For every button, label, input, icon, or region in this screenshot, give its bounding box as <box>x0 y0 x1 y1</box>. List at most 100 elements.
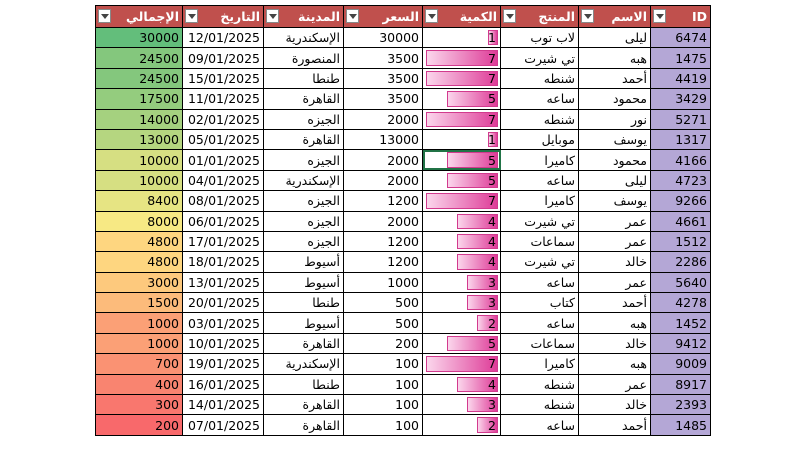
cell[interactable]: يوسف <box>578 128 651 151</box>
cell[interactable]: الجيزه <box>263 210 344 232</box>
cell[interactable]: الإسكندرية <box>263 169 344 192</box>
filter-button[interactable] <box>185 9 198 23</box>
cell[interactable]: ساعه <box>500 271 579 294</box>
id-cell[interactable]: 5271 <box>650 108 711 130</box>
cell[interactable]: القاهرة <box>263 394 344 416</box>
cell[interactable]: كاميرا <box>500 190 579 212</box>
cell[interactable]: الجيزه <box>263 149 344 171</box>
total-cell[interactable]: 8400 <box>95 190 183 212</box>
cell[interactable]: القاهرة <box>263 88 344 110</box>
total-cell[interactable]: 3000 <box>95 271 183 294</box>
cell[interactable]: خالد <box>578 332 651 355</box>
cell[interactable]: 200 <box>343 332 423 355</box>
cell[interactable]: أحمد <box>578 292 651 314</box>
cell[interactable]: خالد <box>578 394 651 416</box>
cell[interactable]: 13000 <box>343 128 423 151</box>
cell[interactable]: 30000 <box>343 26 423 49</box>
cell[interactable]: 1000 <box>343 271 423 294</box>
id-cell[interactable]: 4419 <box>650 67 711 90</box>
total-cell[interactable]: 200 <box>95 414 183 436</box>
quantity-cell[interactable]: 5 <box>422 149 501 171</box>
cell[interactable]: القاهرة <box>263 414 344 436</box>
cell[interactable]: ساعه <box>500 312 579 334</box>
id-cell[interactable]: 9266 <box>650 190 711 212</box>
id-cell[interactable]: 2286 <box>650 251 711 273</box>
cell[interactable]: الإسكندرية <box>263 353 344 375</box>
filter-button[interactable] <box>653 9 666 23</box>
cell[interactable]: الجيزه <box>263 190 344 212</box>
cell[interactable]: 16/01/2025 <box>182 373 264 396</box>
id-cell[interactable]: 1485 <box>650 414 711 436</box>
cell[interactable]: 100 <box>343 353 423 375</box>
id-cell[interactable]: 5640 <box>650 271 711 294</box>
quantity-cell[interactable]: 7 <box>422 353 501 375</box>
cell[interactable]: أسيوط <box>263 271 344 294</box>
cell[interactable]: 500 <box>343 312 423 334</box>
quantity-cell[interactable]: 4 <box>422 373 501 396</box>
cell[interactable]: شنطه <box>500 373 579 396</box>
quantity-cell[interactable]: 7 <box>422 47 501 69</box>
cell[interactable]: تي شيرت <box>500 47 579 69</box>
filter-button[interactable] <box>425 9 438 23</box>
cell[interactable]: 10/01/2025 <box>182 332 264 355</box>
cell[interactable]: القاهرة <box>263 332 344 355</box>
cell[interactable]: طنطا <box>263 373 344 396</box>
cell[interactable]: 20/01/2025 <box>182 292 264 314</box>
total-cell[interactable]: 13000 <box>95 128 183 151</box>
quantity-cell[interactable]: 1 <box>422 26 501 49</box>
quantity-cell[interactable]: 1 <box>422 128 501 151</box>
id-cell[interactable]: 6474 <box>650 26 711 49</box>
id-cell[interactable]: 4166 <box>650 149 711 171</box>
quantity-cell[interactable]: 4 <box>422 251 501 273</box>
total-cell[interactable]: 400 <box>95 373 183 396</box>
cell[interactable]: القاهرة <box>263 128 344 151</box>
cell[interactable]: 3500 <box>343 88 423 110</box>
cell[interactable]: تي شيرت <box>500 210 579 232</box>
id-cell[interactable]: 1475 <box>650 47 711 69</box>
quantity-cell[interactable]: 3 <box>422 271 501 294</box>
cell[interactable]: عمر <box>578 373 651 396</box>
id-cell[interactable]: 4278 <box>650 292 711 314</box>
cell[interactable]: 2000 <box>343 149 423 171</box>
total-cell[interactable]: 4800 <box>95 230 183 253</box>
cell[interactable]: 09/01/2025 <box>182 47 264 69</box>
id-cell[interactable]: 9412 <box>650 332 711 355</box>
cell[interactable]: 3500 <box>343 47 423 69</box>
cell[interactable]: أحمد <box>578 67 651 90</box>
cell[interactable]: 500 <box>343 292 423 314</box>
id-cell[interactable]: 1317 <box>650 128 711 151</box>
total-cell[interactable]: 30000 <box>95 26 183 49</box>
quantity-cell[interactable]: 7 <box>422 190 501 212</box>
cell[interactable]: طنطا <box>263 292 344 314</box>
cell[interactable]: 13/01/2025 <box>182 271 264 294</box>
cell[interactable]: عمر <box>578 271 651 294</box>
total-cell[interactable]: 1000 <box>95 312 183 334</box>
cell[interactable]: 100 <box>343 394 423 416</box>
quantity-cell[interactable]: 3 <box>422 394 501 416</box>
id-cell[interactable]: 4661 <box>650 210 711 232</box>
total-cell[interactable]: 8000 <box>95 210 183 232</box>
cell[interactable]: 04/01/2025 <box>182 169 264 192</box>
quantity-cell[interactable]: 5 <box>422 169 501 192</box>
cell[interactable]: أسيوط <box>263 312 344 334</box>
cell[interactable]: هبه <box>578 353 651 375</box>
cell[interactable]: 11/01/2025 <box>182 88 264 110</box>
quantity-cell[interactable]: 5 <box>422 332 501 355</box>
cell[interactable]: يوسف <box>578 190 651 212</box>
id-cell[interactable]: 2393 <box>650 394 711 416</box>
quantity-cell[interactable]: 7 <box>422 67 501 90</box>
total-cell[interactable]: 24500 <box>95 47 183 69</box>
cell[interactable]: هبه <box>578 312 651 334</box>
cell[interactable]: 2000 <box>343 210 423 232</box>
cell[interactable]: الإسكندرية <box>263 26 344 49</box>
cell[interactable]: 2000 <box>343 169 423 192</box>
total-cell[interactable]: 700 <box>95 353 183 375</box>
cell[interactable]: 1200 <box>343 190 423 212</box>
cell[interactable]: الجيزه <box>263 108 344 130</box>
cell[interactable]: طنطا <box>263 67 344 90</box>
cell[interactable]: 08/01/2025 <box>182 190 264 212</box>
cell[interactable]: سماعات <box>500 332 579 355</box>
cell[interactable]: 02/01/2025 <box>182 108 264 130</box>
total-cell[interactable]: 4800 <box>95 251 183 273</box>
cell[interactable]: 3500 <box>343 67 423 90</box>
